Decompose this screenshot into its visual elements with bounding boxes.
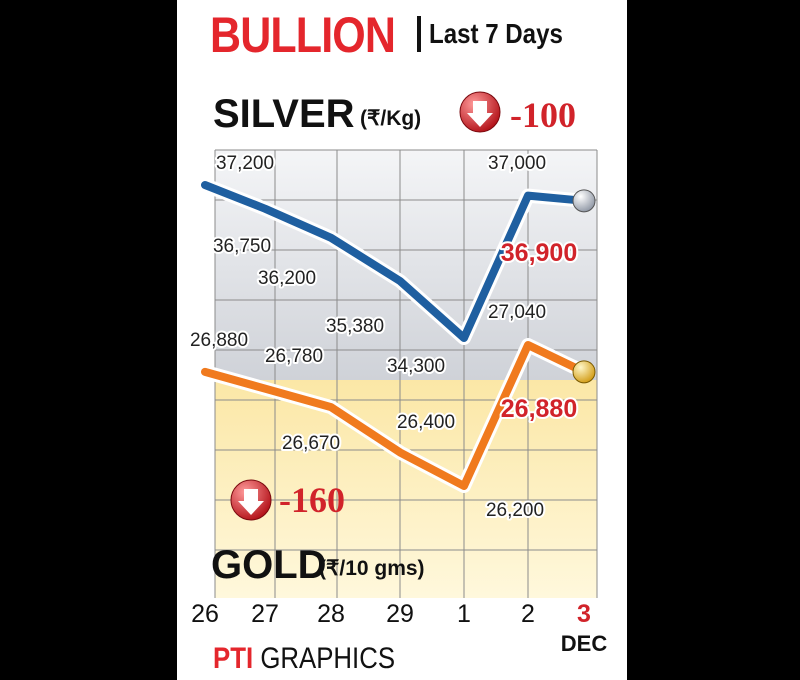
chart-subtitle: Last 7 Days: [429, 18, 563, 49]
silver-latest-value: 36,900: [501, 239, 577, 267]
x-month-label: DEC: [561, 631, 608, 656]
silver-value-label: 37,200: [216, 153, 274, 174]
silver-value-label: 35,380: [326, 316, 384, 337]
silver-value-label: 37,000: [488, 153, 546, 174]
title-divider: [417, 16, 421, 52]
x-tick-label: 28: [317, 600, 345, 628]
x-tick-label: 29: [386, 600, 414, 628]
silver-value-label: 34,300: [387, 356, 445, 377]
x-tick-label: 26: [191, 600, 219, 628]
gold-down-arrow-icon: [230, 479, 272, 521]
gold-unit: (₹/10 gms): [319, 557, 425, 580]
gold-value-label: 27,040: [488, 302, 546, 323]
gold-panel-bg: [215, 380, 597, 598]
gold-latest-value: 26,880: [501, 395, 577, 423]
chart-title: BULLION: [210, 7, 396, 63]
credit-label: GRAPHICS: [260, 642, 396, 675]
gold-end-marker: [572, 360, 596, 384]
x-tick-label: 1: [457, 600, 471, 628]
silver-change: -100: [510, 95, 576, 135]
gold-series-name: GOLD: [211, 543, 327, 587]
silver-value-label: 36,200: [258, 268, 316, 289]
bullion-card: BULLION Last 7 Days: [177, 0, 627, 680]
pti-logo: PTI: [213, 642, 254, 675]
silver-series-name: SILVER: [213, 92, 355, 136]
gold-value-label: 26,880: [190, 330, 248, 351]
credit: PTI GRAPHICS: [213, 642, 395, 676]
gold-change: -160: [279, 480, 345, 520]
gold-value-label: 26,670: [282, 433, 340, 454]
gold-value-label: 26,780: [265, 346, 323, 367]
silver-line: [201, 181, 588, 342]
silver-end-marker: [572, 189, 596, 213]
gold-value-label: 26,400: [397, 412, 455, 433]
silver-unit: (₹/Kg): [360, 107, 421, 130]
gold-value-label: 26,200: [486, 500, 544, 521]
x-tick-label: 2: [521, 600, 535, 628]
x-tick-label: 3: [577, 600, 591, 628]
silver-value-label: 36,750: [213, 236, 271, 257]
gold-line: [201, 341, 588, 490]
x-tick-label: 27: [251, 600, 279, 628]
silver-down-arrow-icon: [459, 91, 501, 133]
